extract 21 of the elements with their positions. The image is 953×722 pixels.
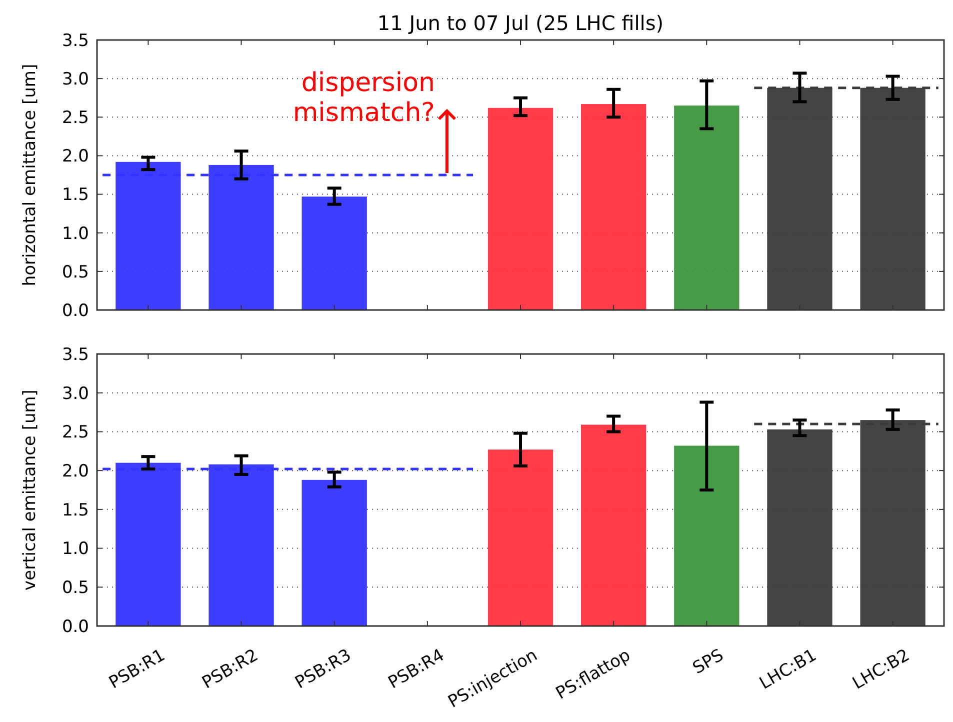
- annotation: dispersion mismatch?: [292, 68, 435, 128]
- y-tick-label: 2.0: [62, 462, 89, 482]
- y-tick-label: 2.0: [62, 146, 89, 167]
- y-tick-label: 0.5: [62, 578, 89, 598]
- y-axis-title: vertical emittance [um]: [20, 390, 40, 590]
- y-tick-label: 0.5: [62, 262, 89, 282]
- chart-title: 11 Jun to 07 Jul (25 LHC fills): [377, 11, 664, 35]
- y-tick-label: 1.0: [62, 539, 89, 560]
- y-axis-title: horizontal emittance [um]: [20, 64, 40, 286]
- x-tick-label: SPS: [690, 645, 728, 679]
- y-tick-label: 2.5: [62, 108, 89, 128]
- y-tick-label: 3.0: [62, 70, 89, 90]
- y-tick-label: 3.0: [62, 384, 89, 404]
- y-tick-label: 1.0: [62, 224, 89, 244]
- y-tick-label: 1.5: [62, 500, 89, 520]
- y-tick-label: 0.0: [62, 616, 89, 637]
- y-tick-label: 1.5: [62, 185, 89, 206]
- y-tick-label: 3.5: [62, 344, 89, 365]
- y-tick-label: 3.5: [62, 30, 89, 51]
- y-tick-label: 0.0: [62, 300, 89, 321]
- y-tick-label: 2.5: [62, 422, 89, 443]
